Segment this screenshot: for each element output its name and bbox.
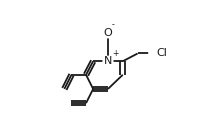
Circle shape [103,56,113,66]
Text: N: N [104,56,112,66]
Text: O: O [104,28,112,38]
Text: -: - [112,20,115,29]
Circle shape [149,46,164,61]
Text: Cl: Cl [156,49,167,58]
Circle shape [103,28,113,38]
Text: +: + [112,49,119,58]
